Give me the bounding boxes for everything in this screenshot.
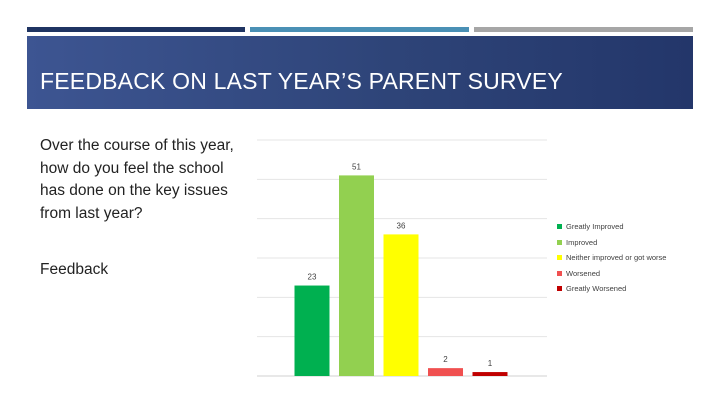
- legend-swatch: [557, 224, 562, 230]
- legend-swatch: [557, 286, 562, 292]
- data-label: 51: [352, 162, 361, 171]
- legend-swatch: [557, 239, 562, 245]
- bar-worsened: [428, 368, 463, 376]
- bar-improved: [339, 175, 374, 376]
- data-label: 2: [443, 355, 448, 364]
- legend-item: Improved: [557, 235, 707, 251]
- legend-item: Worsened: [557, 266, 707, 282]
- legend-label: Greatly Worsened: [566, 284, 627, 294]
- legend-swatch: [557, 270, 562, 276]
- legend-swatch: [557, 255, 562, 261]
- accent-bar-dark: [27, 27, 245, 32]
- legend-label: Greatly Improved: [566, 222, 624, 232]
- legend-item: Greatly Worsened: [557, 281, 707, 297]
- data-label: 36: [397, 221, 406, 230]
- legend-item: Neither improved or got worse: [557, 250, 707, 266]
- accent-bar-blue: [250, 27, 469, 32]
- title-banner: FEEDBACK ON LAST YEAR’S PARENT SURVEY: [27, 36, 693, 109]
- data-label: 1: [488, 359, 493, 368]
- legend-item: Greatly Improved: [557, 219, 707, 235]
- bar-greatly-improved: [294, 285, 330, 376]
- bar-neither-improved-or-got-worse: [383, 234, 419, 376]
- slide-title: FEEDBACK ON LAST YEAR’S PARENT SURVEY: [40, 68, 563, 94]
- bar-greatly-worsened: [472, 372, 508, 376]
- legend-label: Neither improved or got worse: [566, 253, 667, 263]
- chart-legend: Greatly Improved Improved Neither improved…: [557, 219, 707, 297]
- legend-label: Worsened: [566, 268, 601, 278]
- legend-label: Improved: [566, 237, 598, 247]
- survey-question: Over the course of this year, how do you…: [40, 137, 234, 222]
- data-label: 23: [308, 273, 317, 282]
- feedback-label: Feedback: [40, 261, 109, 278]
- accent-bar-grey: [474, 27, 693, 32]
